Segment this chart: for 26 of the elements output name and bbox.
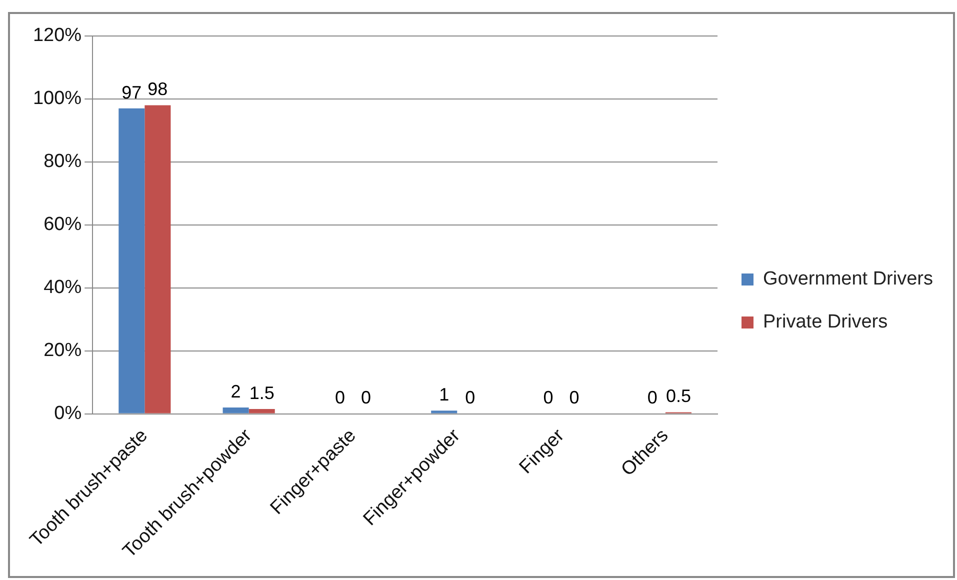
data-label: 0 bbox=[543, 388, 554, 408]
data-label: 0 bbox=[569, 388, 580, 408]
y-tick-label: 60% bbox=[44, 214, 82, 236]
data-label: 97 bbox=[122, 82, 142, 102]
y-tick-label: 0% bbox=[54, 402, 82, 424]
y-tick-label: 80% bbox=[44, 151, 82, 172]
y-tick-label: 20% bbox=[44, 340, 82, 362]
data-label: 0 bbox=[465, 388, 476, 408]
bar bbox=[248, 409, 275, 414]
legend-label: Private Drivers bbox=[763, 312, 888, 333]
bar bbox=[144, 105, 171, 414]
bar bbox=[222, 407, 249, 414]
y-tick-label: 120% bbox=[32, 25, 82, 46]
data-label: 98 bbox=[148, 79, 168, 100]
bar bbox=[431, 410, 458, 414]
data-label: 2 bbox=[230, 381, 241, 402]
data-label: 0 bbox=[647, 388, 658, 408]
data-label: 0 bbox=[360, 388, 372, 408]
y-tick-label: 100% bbox=[32, 88, 82, 110]
legend-label: Government Drivers bbox=[763, 268, 934, 290]
y-tick-label: 40% bbox=[44, 277, 82, 298]
data-label: 1.5 bbox=[249, 383, 274, 404]
bar bbox=[118, 108, 145, 414]
data-label: 1 bbox=[439, 384, 450, 405]
data-label: 0.5 bbox=[666, 386, 691, 406]
data-label: 0 bbox=[334, 388, 345, 408]
